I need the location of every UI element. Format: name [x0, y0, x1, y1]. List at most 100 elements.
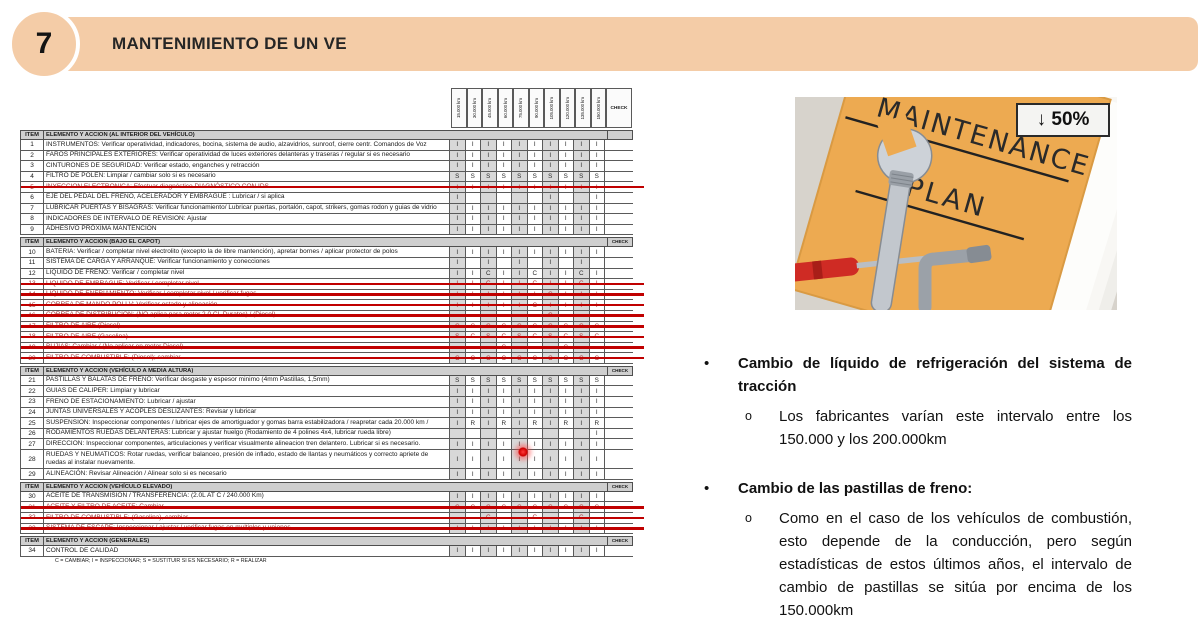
row-description: INSTRUMENTOS: Verificar operatividad, in… [44, 140, 450, 150]
interval-cell: C [450, 353, 466, 363]
table-row: 21 PASTILLAS Y BALATAS DE FRENO: Verifica… [20, 375, 633, 387]
row-description: ACEITE Y FILTRO DE ACEITE: Cambiar [44, 502, 450, 512]
row-description: BATERIA: Verificar / completar nivel ele… [44, 247, 450, 257]
table-row: 16 CORREA DE DISTRIBUCION: (NO aplica par… [20, 310, 644, 322]
interval-cell: C [590, 321, 605, 332]
interval-cell: I [574, 214, 590, 224]
interval-cell: I [574, 439, 590, 450]
interval-cell: I [528, 407, 543, 418]
interval-cell: I [481, 439, 497, 450]
interval-cell: S [574, 171, 590, 182]
row-item-number: 10 [21, 247, 44, 257]
interval-cell [450, 428, 466, 439]
interval-cell: I [574, 469, 590, 479]
interval-cell: I [590, 469, 605, 479]
interval-cell: R [497, 418, 512, 428]
interval-cell: I [559, 300, 574, 310]
interval-cell: I [450, 491, 466, 502]
interval-cell [559, 257, 574, 268]
interval-cell: C [559, 353, 574, 363]
interval-cell: I [497, 469, 512, 479]
interval-cell: I [512, 150, 528, 161]
interval-cell: C [590, 502, 605, 512]
hex-key-graphic [918, 244, 992, 314]
table-row: 30 ACEITE DE TRANSMISION / TRANSFERENCIA:… [20, 491, 633, 503]
interval-cell [559, 428, 574, 439]
item-column-header: ITEM [21, 537, 44, 546]
interval-cell [512, 513, 528, 523]
interval-cell: I [466, 397, 481, 407]
row-description: SUSPENSION: Inspeccionar componentes / l… [44, 418, 450, 428]
interval-cell: I [466, 289, 481, 300]
interval-cell [466, 310, 481, 321]
interval-cell: I [497, 247, 512, 257]
row-item-number: 19 [21, 342, 44, 353]
interval-cell: I [543, 469, 559, 479]
section-header-row: ITEM ELEMENTO Y ACCION (VEHÍCULO A MEDIA … [20, 365, 633, 376]
interval-cell: I [466, 546, 481, 556]
row-item-number: 14 [21, 289, 44, 300]
row-item-number: 3 [21, 161, 44, 171]
row-item-number: 9 [21, 224, 44, 235]
interval-cell: I [466, 268, 481, 279]
interval-cell: I [543, 397, 559, 407]
interval-cell [574, 192, 590, 203]
interval-cell: I [450, 289, 466, 300]
row-description: SISTEMA DE ESCAPE: Inspeccionar / ajusta… [44, 523, 450, 534]
interval-cell [512, 310, 528, 321]
interval-cell [559, 192, 574, 203]
interval-cell: I [450, 523, 466, 534]
row-description: FILTRO DE AIRE (Diesel) [44, 321, 450, 332]
interval-cell: I [574, 289, 590, 300]
interval-cell: I [590, 203, 605, 214]
interval-cell: I [497, 214, 512, 224]
interval-cell: I [450, 268, 466, 279]
interval-cell: C [543, 310, 559, 321]
check-cell [605, 161, 630, 171]
interval-cell: I [512, 491, 528, 502]
interval-cell: I [512, 386, 528, 397]
row-item-number: 29 [21, 469, 44, 479]
interval-cell: I [481, 407, 497, 418]
interval-cell [466, 342, 481, 353]
table-row: 28 RUEDAS Y NEUMATICOS: Rotar ruedas, ver… [20, 450, 633, 470]
table-row: 15 CORREA DE MANDO POLI V: Verificar esta… [20, 300, 644, 311]
check-cell [605, 439, 630, 449]
interval-cell: I [512, 439, 528, 450]
interval-cell: I [466, 224, 481, 235]
interval-cell: S [481, 332, 497, 342]
check-cell [605, 214, 630, 224]
table-row: 7 LUBRICAR PUERTAS Y BISAGRAS: Verificar … [20, 203, 633, 215]
interval-cell [481, 342, 497, 353]
interval-cell: I [450, 300, 466, 310]
interval-cell: I [497, 279, 512, 289]
interval-cell: I [590, 192, 605, 203]
check-cell [605, 524, 630, 534]
table-row: 23 FRENO DE ESTACIONAMIENTO: Lubricar / a… [20, 397, 633, 408]
slide-number-badge: 7 [8, 8, 80, 80]
interval-cell [481, 310, 497, 321]
interval-cell: I [450, 214, 466, 224]
row-item-number: 24 [21, 407, 44, 418]
interval-cell: I [590, 279, 605, 289]
interval-cell [497, 513, 512, 523]
interval-cell: I [590, 224, 605, 235]
interval-cell: R [528, 418, 543, 428]
interval-cell [543, 428, 559, 439]
row-item-number: 12 [21, 268, 44, 279]
interval-cell: I [574, 407, 590, 418]
interval-cell: C [528, 332, 543, 342]
header-spacer [20, 88, 451, 128]
check-cell [605, 492, 630, 502]
row-item-number: 18 [21, 332, 44, 342]
interval-cell: I [543, 386, 559, 397]
interval-cell: I [481, 257, 497, 268]
interval-cell: S [450, 375, 466, 386]
interval-cell: S [466, 375, 481, 386]
table-row: 14 LIQUIDO DE ENFRIAMIENTO: Verificar / c… [20, 289, 644, 301]
interval-cell: I [559, 386, 574, 397]
check-cell [605, 332, 630, 342]
interval-cell: I [466, 214, 481, 224]
interval-cell: I [528, 523, 543, 534]
row-description: RUEDAS Y NEUMATICOS: Rotar ruedas, verif… [44, 450, 450, 469]
